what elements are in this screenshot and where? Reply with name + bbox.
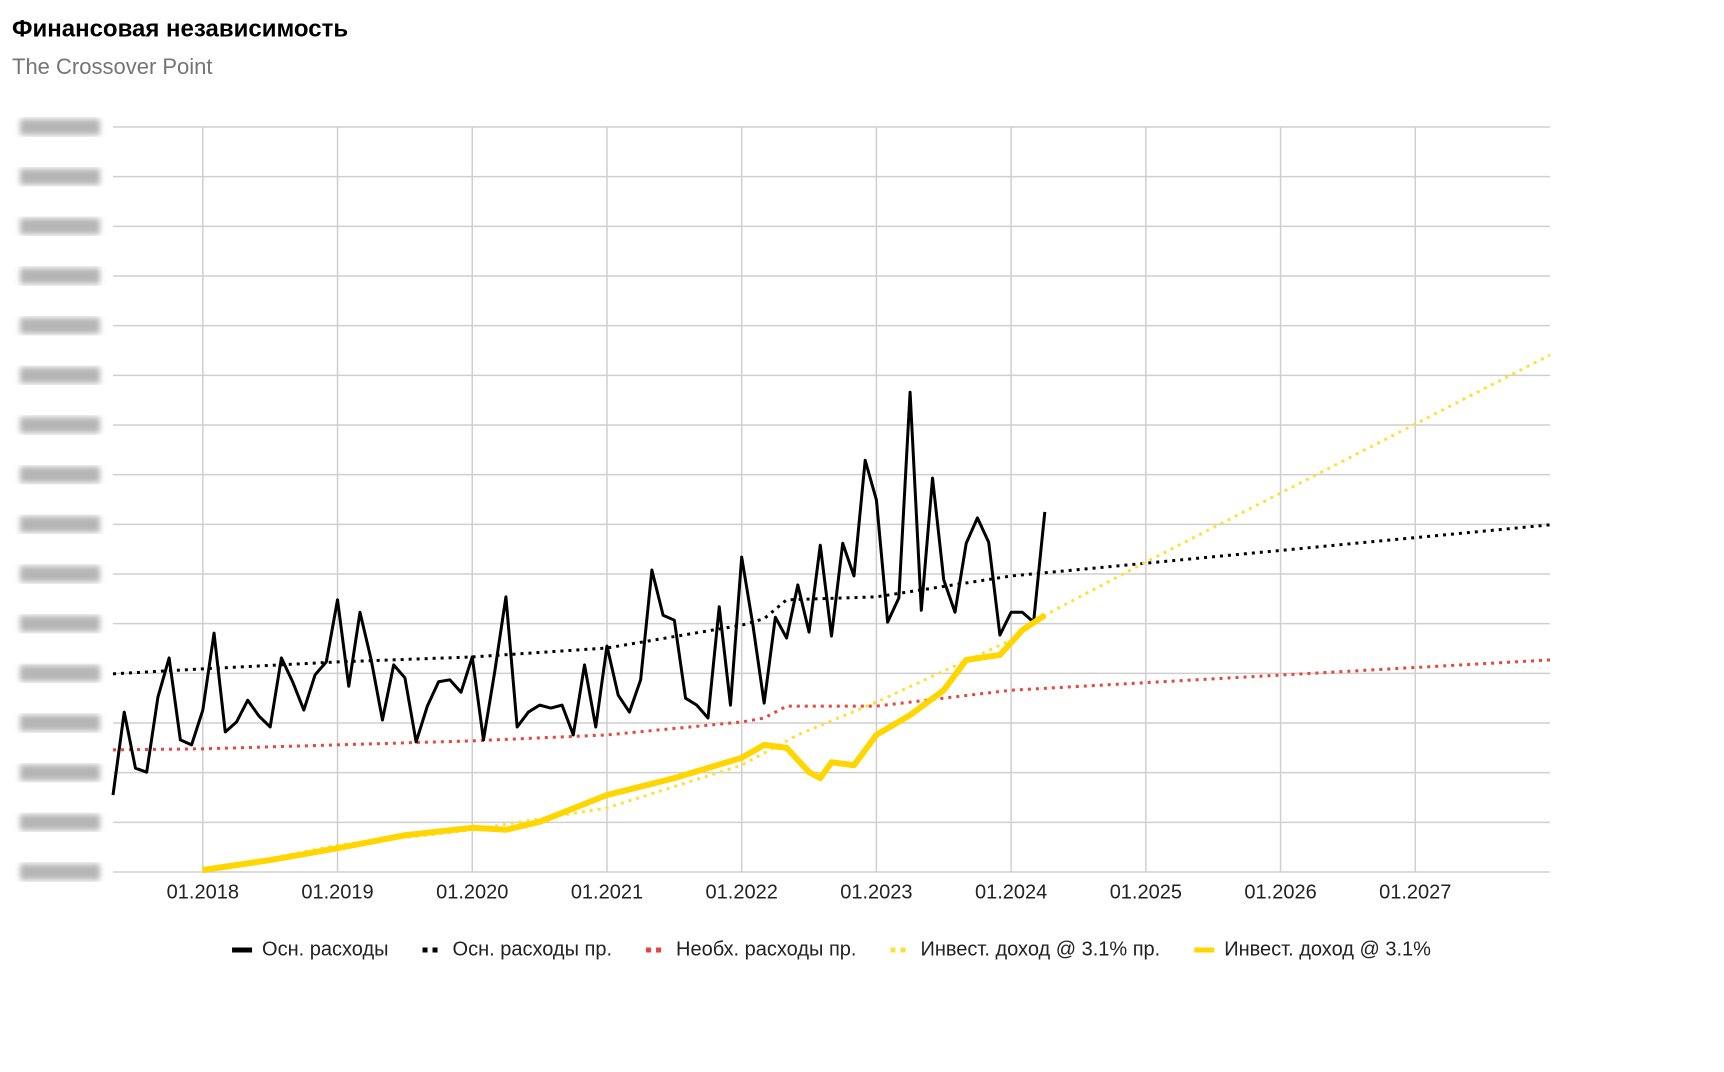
- x-tick-label: 01.2022: [706, 881, 778, 903]
- x-tick-label: 01.2023: [840, 881, 912, 903]
- blurred-tick-label: [20, 715, 100, 731]
- blurred-tick-label: [20, 566, 100, 582]
- blurred-tick-label: [20, 417, 100, 433]
- x-tick-label: 01.2027: [1379, 881, 1451, 903]
- blurred-tick-label: [20, 615, 100, 632]
- legend-label: Инвест. доход @ 3.1% пр.: [920, 938, 1160, 960]
- legend-label: Необх. расходы пр.: [676, 938, 856, 960]
- series-line: [111, 390, 1047, 796]
- x-tick-label: 01.2026: [1244, 881, 1316, 903]
- chart-title: Финансовая независимость: [12, 15, 348, 42]
- blurred-tick-label: [20, 168, 100, 185]
- blurred-tick-label: [20, 516, 100, 533]
- series-line: [112, 658, 1551, 752]
- chart-subtitle: The Crossover Point: [12, 54, 213, 79]
- blurred-tick-label: [20, 268, 100, 284]
- legend-label: Инвест. доход @ 3.1%: [1224, 938, 1431, 960]
- blurred-tick-label: [20, 367, 100, 384]
- x-tick-label: 01.2020: [436, 881, 508, 903]
- series-line: [202, 612, 1047, 873]
- blurred-tick-label: [20, 864, 100, 880]
- legend-label: Осн. расходы: [262, 938, 388, 960]
- x-tick-label: 01.2019: [301, 881, 373, 903]
- blurred-tick-label: [20, 466, 100, 483]
- x-tick-label: 01.2018: [167, 881, 239, 903]
- blurred-tick-label: [20, 119, 100, 135]
- x-tick-label: 01.2024: [975, 881, 1047, 903]
- legend-label: Осн. расходы пр.: [453, 938, 613, 960]
- blurred-tick-label: [20, 764, 100, 781]
- x-tick-label: 01.2021: [571, 881, 643, 903]
- blurred-tick-label: [20, 218, 100, 235]
- blurred-tick-label: [20, 317, 100, 334]
- blurred-tick-label: [20, 814, 100, 831]
- blurred-tick-label: [20, 665, 100, 682]
- x-tick-label: 01.2025: [1110, 881, 1182, 903]
